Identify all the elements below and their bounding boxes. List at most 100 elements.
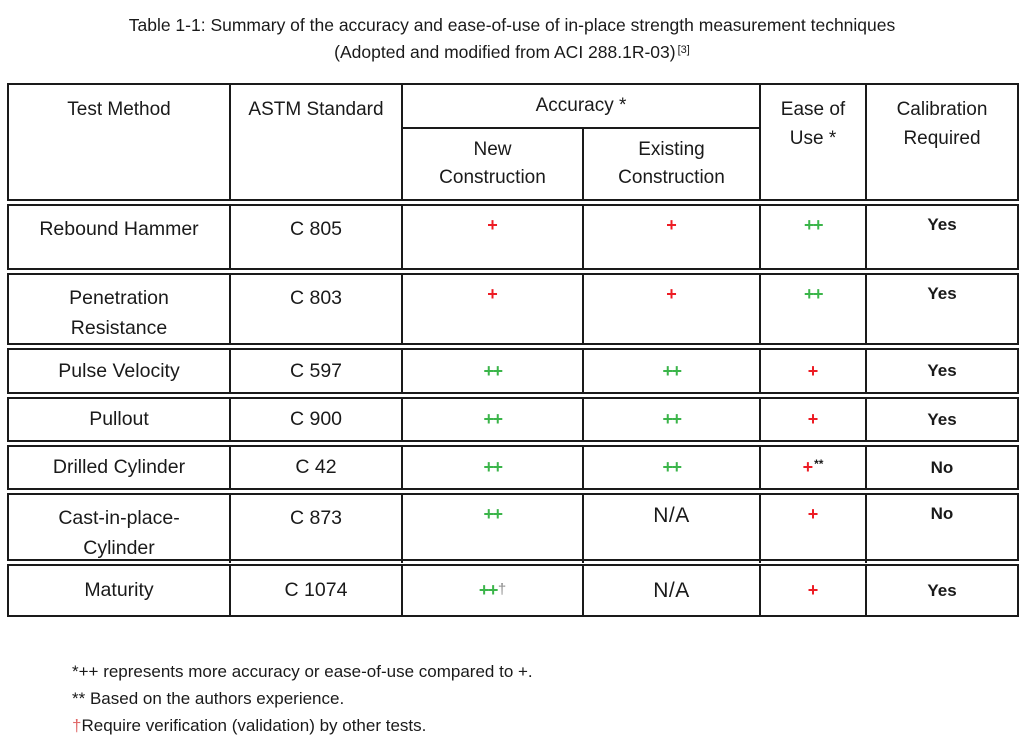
header-ease-of-use: Ease of Use *	[761, 85, 867, 200]
cell-ease-of-use: ++	[761, 206, 867, 269]
test-method-label: Drilled Cylinder	[52, 456, 186, 479]
calibration-value: Yes	[927, 284, 957, 304]
dagger-note: †	[497, 581, 507, 599]
plus-rating: +	[807, 580, 819, 601]
table-row-cast-in-place-cylinder: Cast-in-place- Cylinder C 873 ++ N/A + N…	[7, 493, 1019, 563]
cell-calibration: No	[867, 495, 1017, 563]
cell-ease-of-use: +	[761, 350, 867, 393]
cell-accuracy-new: ++†	[403, 566, 584, 616]
dagger-marker: †	[72, 715, 82, 735]
plus-plus-rating: ++	[483, 360, 503, 381]
plus-plus-rating: ++	[803, 215, 824, 236]
cell-calibration: Yes	[867, 566, 1017, 615]
header-calibration-required: Calibration Required	[896, 99, 988, 149]
cell-test-method: Pullout	[9, 399, 231, 441]
table-title-line2: (Adopted and modified from ACI 288.1R-03…	[334, 42, 690, 63]
cell-astm-standard: C 803	[231, 275, 403, 344]
calibration-value: No	[930, 504, 954, 524]
plus-plus-rating: ++	[483, 504, 503, 525]
cell-accuracy-new: +	[403, 275, 584, 344]
footnote-authors-experience: ** Based on the authors experience.	[72, 689, 345, 709]
cell-accuracy-new: ++	[403, 447, 584, 489]
astm-label: C 1074	[284, 579, 348, 602]
cell-calibration: Yes	[867, 399, 1017, 440]
plus-rating: +	[487, 215, 498, 236]
cell-accuracy-existing: +	[584, 275, 761, 344]
footnote-verification-required: †Require verification (validation) by ot…	[72, 715, 427, 735]
plus-plus-rating: ++	[483, 409, 503, 430]
cell-test-method: Maturity	[9, 566, 231, 616]
cell-ease-of-use: ++	[761, 275, 867, 344]
header-accuracy: Accuracy *	[403, 85, 759, 130]
table-row-rebound-hammer: Rebound Hammer C 805 + + ++ Yes	[7, 204, 1019, 271]
header-new-construction: New Construction	[403, 129, 584, 200]
table-header-row: Test Method ASTM Standard Accuracy * New…	[7, 83, 1019, 202]
cell-test-method: Rebound Hammer	[9, 206, 231, 269]
double-asterisk-note: **	[814, 457, 824, 472]
astm-label: C 42	[295, 456, 337, 479]
calibration-value: Yes	[927, 580, 957, 600]
cell-accuracy-existing: ++	[584, 399, 761, 441]
cell-astm-standard: C 873	[231, 495, 403, 563]
cell-ease-of-use: +**	[761, 447, 867, 489]
cell-test-method: Drilled Cylinder	[9, 447, 231, 489]
plus-rating: +	[807, 504, 819, 525]
footnotes: *++ represents more accuracy or ease-of-…	[72, 659, 1024, 740]
cell-accuracy-existing: ++	[584, 447, 761, 489]
header-test-method: Test Method	[9, 85, 231, 200]
cell-ease-of-use: +	[761, 399, 867, 441]
plus-plus-rating: ++	[478, 580, 499, 601]
astm-label: C 803	[289, 287, 343, 310]
cell-ease-of-use: +	[761, 495, 867, 563]
test-method-label: Pullout	[89, 408, 149, 431]
cell-test-method: Penetration Resistance	[9, 275, 231, 344]
footnote-accuracy-legend: *++ represents more accuracy or ease-of-…	[72, 662, 533, 682]
table-row-maturity: Maturity C 1074 ++† N/A + Yes	[7, 564, 1019, 618]
cell-calibration: Yes	[867, 275, 1017, 343]
table-row-pulse-velocity: Pulse Velocity C 597 ++ ++ + Yes	[7, 348, 1019, 395]
calibration-value: No	[930, 457, 954, 477]
summary-table: Test Method ASTM Standard Accuracy * New…	[7, 83, 1019, 618]
cell-test-method: Cast-in-place- Cylinder	[9, 495, 231, 563]
cell-accuracy-new: ++	[403, 399, 584, 441]
plus-plus-rating: ++	[803, 284, 824, 305]
cell-test-method: Pulse Velocity	[9, 350, 231, 393]
cell-accuracy-new: ++	[403, 350, 584, 393]
header-existing-construction: Existing Construction	[618, 138, 725, 189]
cell-ease-of-use: +	[761, 566, 867, 616]
test-method-label: Penetration Resistance	[69, 287, 169, 339]
plus-plus-rating: ++	[662, 360, 682, 381]
cell-calibration: No	[867, 447, 1017, 488]
header-astm-standard: ASTM Standard	[231, 85, 403, 200]
not-applicable-value: N/A	[653, 578, 690, 602]
plus-plus-rating: ++	[662, 409, 682, 430]
plus-rating: +	[487, 284, 498, 305]
cell-astm-standard: C 805	[231, 206, 403, 269]
test-method-label: Pulse Velocity	[58, 359, 180, 382]
test-method-label: Cast-in-place- Cylinder	[58, 507, 180, 559]
citation-reference: [3]	[677, 44, 690, 57]
astm-label: C 805	[289, 218, 343, 241]
astm-label: C 873	[289, 507, 343, 530]
cell-calibration: Yes	[867, 350, 1017, 392]
astm-label: C 900	[289, 408, 343, 431]
calibration-value: Yes	[927, 215, 957, 235]
astm-label: C 597	[289, 359, 343, 382]
cell-calibration: Yes	[867, 206, 1017, 268]
cell-astm-standard: C 42	[231, 447, 403, 489]
test-method-label: Rebound Hammer	[39, 218, 199, 241]
table-row-drilled-cylinder: Drilled Cylinder C 42 ++ ++ +** No	[7, 445, 1019, 491]
header-accuracy-group: Accuracy * New Construction Existing Con…	[403, 85, 761, 200]
cell-accuracy-existing: N/A	[584, 566, 761, 616]
cell-accuracy-existing: ++	[584, 350, 761, 393]
cell-astm-standard: C 1074	[231, 566, 403, 616]
plus-rating: +	[807, 409, 819, 430]
calibration-value: Yes	[927, 409, 957, 429]
cell-accuracy-existing: +	[584, 206, 761, 269]
cell-accuracy-new: +	[403, 206, 584, 269]
cell-accuracy-existing: N/A	[584, 495, 761, 563]
cell-astm-standard: C 900	[231, 399, 403, 441]
not-applicable-value: N/A	[653, 504, 690, 528]
cell-accuracy-new: ++	[403, 495, 584, 563]
calibration-value: Yes	[927, 361, 957, 381]
